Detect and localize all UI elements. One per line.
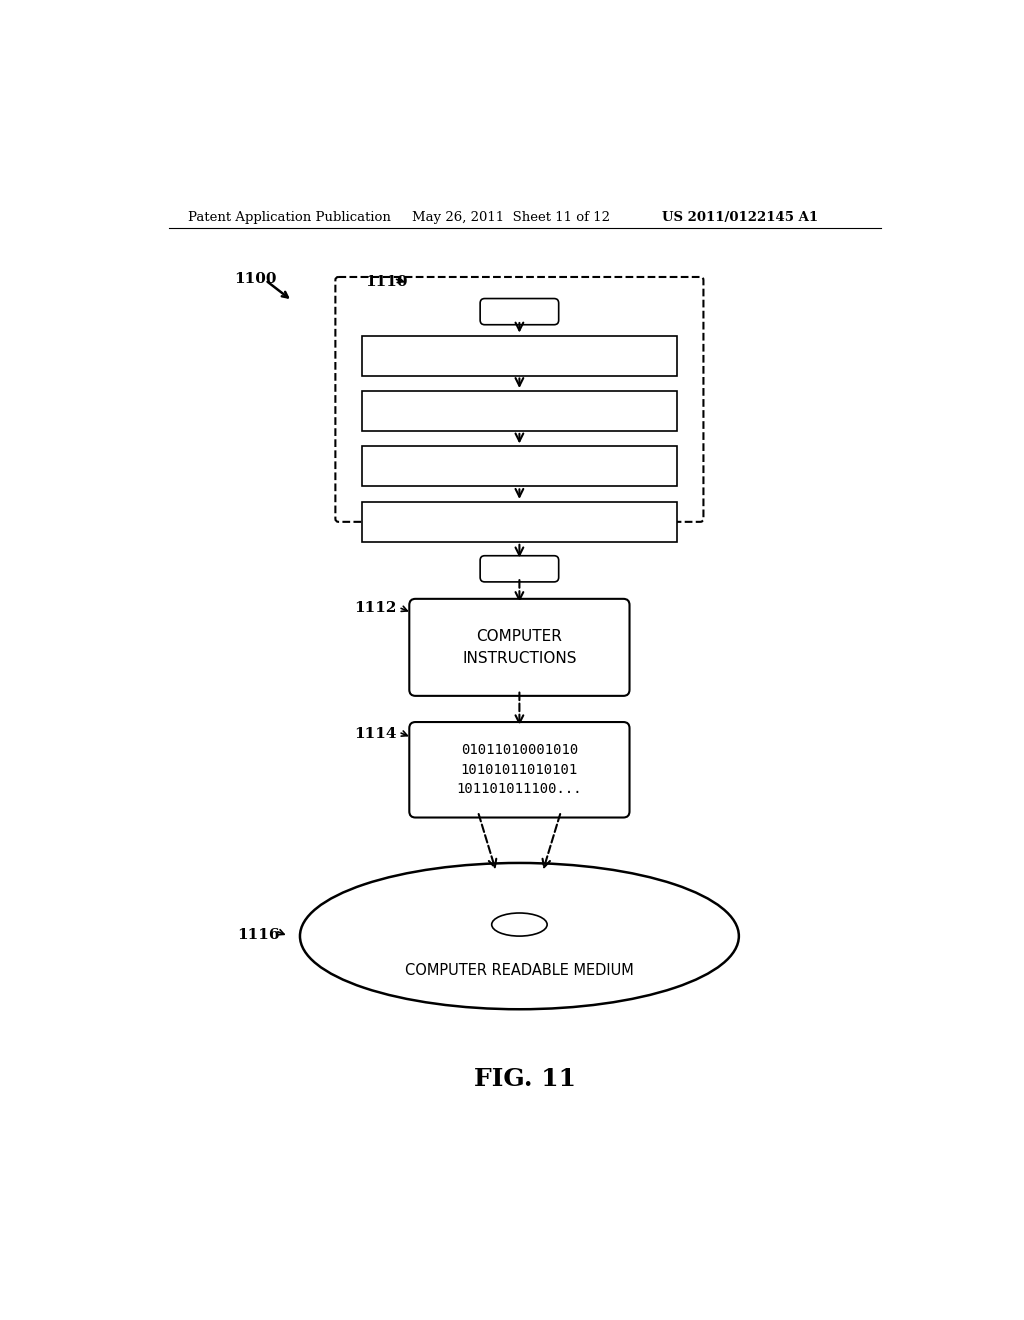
FancyBboxPatch shape bbox=[480, 298, 559, 325]
Text: 1100: 1100 bbox=[234, 272, 278, 286]
Text: 1114: 1114 bbox=[354, 726, 396, 741]
Text: May 26, 2011  Sheet 11 of 12: May 26, 2011 Sheet 11 of 12 bbox=[412, 211, 609, 224]
FancyBboxPatch shape bbox=[480, 556, 559, 582]
FancyBboxPatch shape bbox=[361, 391, 677, 430]
FancyBboxPatch shape bbox=[361, 335, 677, 376]
Text: 1112: 1112 bbox=[354, 601, 396, 615]
Text: COMPUTER
INSTRUCTIONS: COMPUTER INSTRUCTIONS bbox=[462, 628, 577, 667]
Text: 1110: 1110 bbox=[366, 276, 408, 289]
Text: 01011010001010
10101011010101
101101011100...: 01011010001010 10101011010101 1011010111… bbox=[457, 743, 583, 796]
Ellipse shape bbox=[492, 913, 547, 936]
Text: US 2011/0122145 A1: US 2011/0122145 A1 bbox=[662, 211, 818, 224]
Text: 1116: 1116 bbox=[237, 928, 280, 942]
Text: FIG. 11: FIG. 11 bbox=[474, 1067, 575, 1092]
FancyBboxPatch shape bbox=[410, 722, 630, 817]
Ellipse shape bbox=[300, 863, 739, 1010]
FancyBboxPatch shape bbox=[410, 599, 630, 696]
Text: Patent Application Publication: Patent Application Publication bbox=[188, 211, 391, 224]
FancyBboxPatch shape bbox=[361, 502, 677, 543]
FancyBboxPatch shape bbox=[361, 446, 677, 487]
Text: COMPUTER READABLE MEDIUM: COMPUTER READABLE MEDIUM bbox=[406, 964, 634, 978]
